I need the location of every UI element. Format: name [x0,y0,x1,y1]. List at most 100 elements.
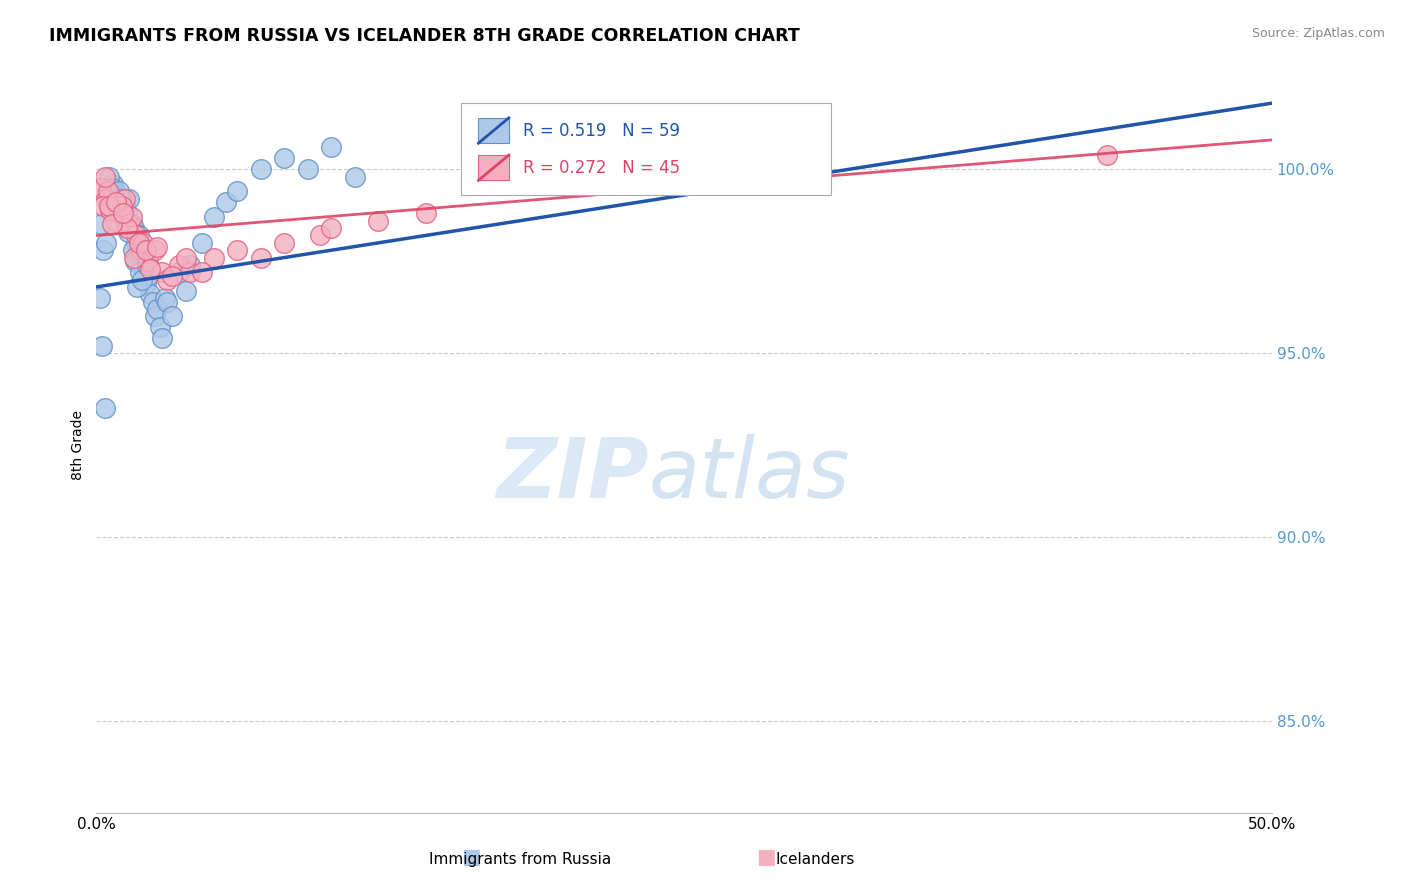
Point [273,235,295,250]
Point [150,331,173,345]
Point [160,310,183,324]
Point [93,243,115,257]
Point [114,199,136,213]
Point [343,169,366,184]
Point [1097,147,1119,161]
Point [273,151,295,165]
Point [415,206,437,220]
Text: IMMIGRANTS FROM RUSSIA VS ICELANDER 8TH GRADE CORRELATION CHART: IMMIGRANTS FROM RUSSIA VS ICELANDER 8TH … [49,27,800,45]
Point [90,180,112,194]
Point [105,199,128,213]
Point [90,218,112,232]
Point [112,210,135,224]
Point [108,195,131,210]
Point [191,235,214,250]
Point [129,243,152,257]
Text: ■: ■ [461,847,481,867]
Point [117,225,139,239]
Point [97,185,120,199]
Point [132,261,155,276]
Point [174,284,197,298]
Point [132,235,155,250]
Point [122,221,145,235]
Point [321,221,343,235]
Point [128,235,150,250]
Point [143,243,166,257]
Point [202,210,225,224]
Point [93,169,115,184]
Point [121,243,143,257]
Point [250,162,273,177]
Point [179,265,201,279]
Point [94,235,117,250]
Point [91,339,114,353]
Point [125,235,148,250]
Point [103,188,125,202]
Point [149,320,172,334]
Point [250,251,273,265]
Point [111,199,134,213]
Text: R = 0.272   N = 45: R = 0.272 N = 45 [523,159,681,177]
Point [112,206,135,220]
Point [128,265,150,279]
Point [146,239,169,253]
Point [308,228,330,243]
Text: Source: ZipAtlas.com: Source: ZipAtlas.com [1251,27,1385,40]
Point [93,401,115,416]
Text: ■: ■ [756,847,776,867]
Point [297,162,319,177]
Point [136,268,159,283]
FancyBboxPatch shape [478,118,509,144]
Point [121,210,143,224]
Point [118,218,141,232]
Point [107,199,129,213]
Point [124,254,146,268]
Point [101,206,124,220]
Point [135,258,157,272]
Point [156,272,179,286]
Point [111,202,134,217]
Point [135,277,157,291]
Point [127,280,149,294]
Point [100,180,122,194]
Point [108,206,131,220]
Point [118,192,141,206]
Point [100,202,122,217]
Point [167,258,190,272]
Point [135,243,157,257]
Point [179,258,201,272]
Point [367,214,389,228]
Point [143,310,166,324]
Point [226,185,249,199]
Point [110,192,132,206]
Text: Icelanders: Icelanders [776,852,855,867]
FancyBboxPatch shape [478,155,509,180]
Point [153,291,176,305]
Point [160,268,183,283]
Point [146,301,169,316]
Point [115,206,138,220]
Point [93,199,115,213]
Point [150,265,173,279]
Point [131,272,153,286]
Point [139,287,162,301]
Y-axis label: 8th Grade: 8th Grade [72,410,86,480]
Point [142,294,165,309]
Point [167,265,190,279]
Point [128,228,150,243]
Point [107,188,129,202]
Point [214,195,236,210]
FancyBboxPatch shape [461,103,831,195]
Point [98,169,121,184]
Point [139,261,162,276]
Point [226,243,249,257]
Point [100,218,122,232]
Point [104,185,127,199]
Point [107,185,129,199]
Text: atlas: atlas [648,434,851,515]
Point [125,228,148,243]
Text: Immigrants from Russia: Immigrants from Russia [429,852,612,867]
Point [97,192,120,206]
Point [321,140,343,154]
Point [100,180,122,194]
